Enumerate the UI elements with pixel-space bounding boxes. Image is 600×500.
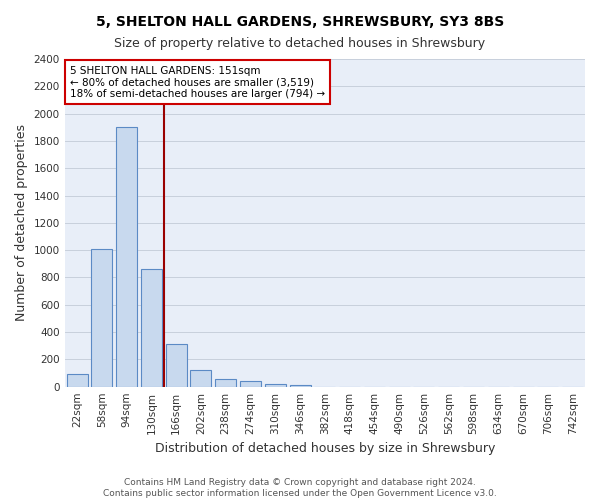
Bar xyxy=(265,384,286,386)
Bar xyxy=(166,344,187,387)
X-axis label: Distribution of detached houses by size in Shrewsbury: Distribution of detached houses by size … xyxy=(155,442,495,455)
Bar xyxy=(290,384,311,386)
Bar xyxy=(91,249,112,386)
Bar xyxy=(116,128,137,386)
Bar xyxy=(240,380,261,386)
Bar xyxy=(141,270,162,386)
Text: 5, SHELTON HALL GARDENS, SHREWSBURY, SY3 8BS: 5, SHELTON HALL GARDENS, SHREWSBURY, SY3… xyxy=(96,15,504,29)
Bar xyxy=(67,374,88,386)
Text: Contains HM Land Registry data © Crown copyright and database right 2024.
Contai: Contains HM Land Registry data © Crown c… xyxy=(103,478,497,498)
Bar xyxy=(190,370,211,386)
Text: 5 SHELTON HALL GARDENS: 151sqm
← 80% of detached houses are smaller (3,519)
18% : 5 SHELTON HALL GARDENS: 151sqm ← 80% of … xyxy=(70,66,325,99)
Y-axis label: Number of detached properties: Number of detached properties xyxy=(15,124,28,322)
Text: Size of property relative to detached houses in Shrewsbury: Size of property relative to detached ho… xyxy=(115,38,485,51)
Bar xyxy=(215,379,236,386)
